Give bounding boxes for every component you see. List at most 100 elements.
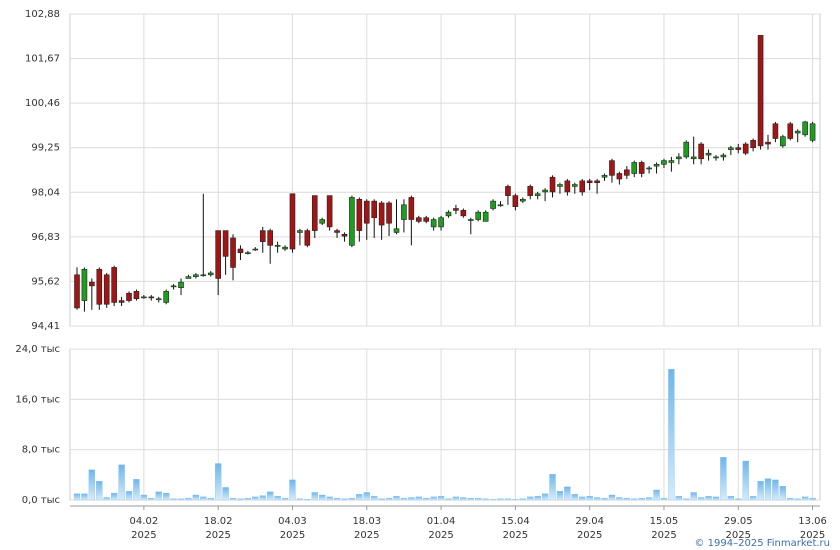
- candle-body: [193, 274, 199, 277]
- volume-bar: [593, 497, 601, 501]
- candle-body: [297, 230, 303, 233]
- volume-bar: [534, 496, 541, 501]
- candle-body: [809, 123, 816, 141]
- x-tick-year: 2025: [280, 530, 305, 541]
- x-tick-year: 2025: [651, 530, 676, 541]
- candle-body: [170, 285, 177, 288]
- volume-bar: [385, 497, 393, 501]
- candle-body: [126, 292, 132, 301]
- candle-body: [475, 211, 482, 220]
- candle-body: [282, 246, 288, 250]
- candle-body: [505, 186, 511, 196]
- candle-body: [415, 217, 422, 222]
- volume-bar: [608, 494, 616, 501]
- candle-body: [207, 272, 214, 276]
- candle-body: [549, 176, 556, 193]
- y-tick-label: 24,0 тыс: [15, 344, 60, 355]
- candle-body: [371, 200, 378, 219]
- volume-bar: [437, 496, 445, 501]
- volume-bar: [222, 487, 229, 501]
- candle-body: [586, 180, 593, 184]
- candle-body: [698, 143, 704, 160]
- volume-bar: [653, 489, 660, 501]
- candle-body: [111, 267, 117, 303]
- volume-bar: [527, 496, 534, 501]
- volume-bar: [616, 497, 623, 501]
- volume-bar: [727, 496, 734, 501]
- candle-body: [267, 230, 273, 246]
- volume-frame: [69, 348, 821, 501]
- x-tick-label: 29.04: [575, 516, 604, 527]
- candle-body: [423, 217, 430, 222]
- volume-bar: [215, 463, 222, 501]
- volume-bar: [475, 497, 482, 501]
- candle-body: [638, 162, 645, 174]
- candle-body: [334, 230, 340, 233]
- y-tick-label: 95,62: [31, 276, 60, 287]
- volume-bar: [601, 497, 608, 501]
- candle-body: [557, 184, 563, 187]
- volume-bar: [229, 497, 237, 501]
- x-tick-label: 13.06: [798, 516, 827, 527]
- x-tick-year: 2025: [577, 530, 602, 541]
- volume-bar: [200, 496, 207, 501]
- volume-bar: [445, 498, 452, 501]
- volume-bar: [772, 479, 779, 501]
- candle-body: [780, 136, 786, 147]
- volume-bar: [467, 497, 474, 501]
- candle-body: [713, 156, 719, 159]
- candle-body: [512, 195, 519, 207]
- candle-body: [542, 189, 548, 193]
- volume-bar: [400, 497, 408, 501]
- y-tick-label: 0,0 тыс: [22, 495, 60, 506]
- candle-body: [304, 230, 311, 246]
- volume-bar: [660, 497, 668, 501]
- volume-bar: [801, 496, 809, 501]
- candle-body: [460, 210, 467, 217]
- volume-bar: [415, 496, 422, 501]
- volume-bar: [326, 496, 333, 501]
- volume-bar: [749, 496, 757, 501]
- candle-body: [200, 274, 207, 277]
- volume-bar: [356, 494, 363, 501]
- volume-bar: [393, 496, 400, 501]
- volume-bar: [207, 497, 214, 501]
- volume-bar: [140, 494, 148, 501]
- candle-body: [609, 160, 615, 176]
- candle-body: [572, 184, 578, 187]
- volume-bar: [319, 494, 326, 501]
- volume-bar: [668, 368, 675, 501]
- candle-body: [624, 169, 630, 176]
- candle-body: [653, 163, 660, 167]
- candle-body: [237, 248, 244, 253]
- candle-body: [683, 141, 690, 158]
- volume-bar: [81, 493, 88, 501]
- x-tick-label: 04.03: [278, 516, 307, 527]
- candle-body: [728, 147, 734, 150]
- volume-bar: [512, 499, 519, 501]
- volume-bar: [631, 498, 638, 501]
- candle-body: [787, 123, 794, 139]
- candle-body: [668, 160, 675, 163]
- volume-bar: [170, 498, 177, 501]
- x-tick-label: 18.03: [352, 516, 381, 527]
- candle-body: [772, 123, 779, 139]
- candle-body: [467, 219, 474, 221]
- x-tick-year: 2025: [354, 530, 379, 541]
- volume-bar: [133, 479, 140, 501]
- footer: © 1994–2025 Finmarket.ru: [694, 538, 830, 549]
- candle-body: [757, 35, 764, 147]
- candle-body: [274, 245, 281, 247]
- volume-bar: [177, 498, 185, 501]
- volume-bar: [683, 498, 690, 501]
- candle-body: [401, 204, 407, 220]
- volume-bar: [497, 498, 504, 501]
- volume-bar: [697, 497, 705, 501]
- y-tick-label: 102,88: [25, 9, 60, 20]
- volume-bar: [564, 486, 571, 501]
- volume-bar: [267, 491, 274, 501]
- volume-bar: [489, 499, 497, 501]
- y-tick-label: 8,0 тыс: [22, 445, 60, 456]
- volume-bar: [720, 457, 727, 501]
